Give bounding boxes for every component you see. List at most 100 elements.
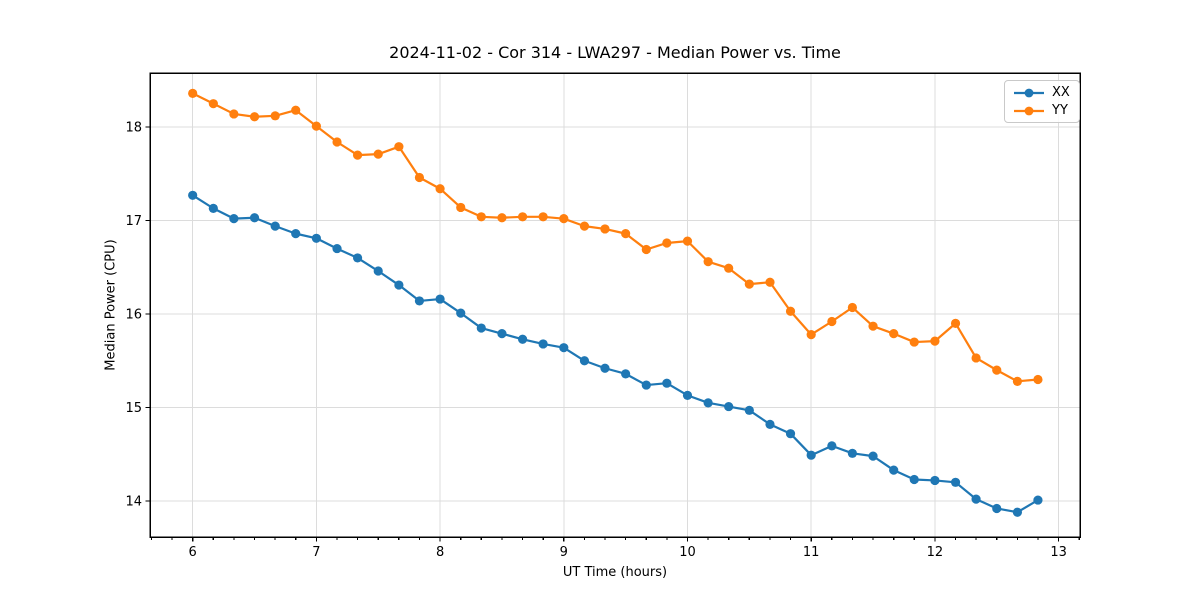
data-point	[414, 172, 425, 183]
data-point	[600, 363, 610, 373]
data-point	[1012, 507, 1023, 517]
grid	[150, 73, 1080, 537]
data-point	[950, 318, 961, 328]
data-point	[847, 302, 857, 313]
series-line	[192, 194, 1039, 514]
data-point	[744, 279, 754, 289]
data-point	[435, 294, 445, 304]
data-point	[889, 329, 899, 339]
data-point	[600, 224, 610, 234]
data-point	[188, 190, 198, 200]
data-point	[373, 149, 383, 159]
series-XX	[188, 190, 1043, 517]
data-point	[724, 401, 734, 412]
data-point	[559, 343, 569, 353]
data-point	[332, 243, 342, 254]
data-point	[682, 390, 693, 400]
data-point	[682, 236, 693, 246]
data-point	[476, 323, 486, 333]
tick-labels: 6 7 8 9 10 11 12 13 14 15 16 17 18	[125, 121, 1066, 560]
data-point	[476, 212, 486, 222]
data-point	[497, 213, 507, 223]
data-point	[517, 334, 528, 344]
legend-label-xx: XX	[1052, 85, 1070, 100]
data-point	[930, 475, 940, 486]
data-point	[868, 451, 878, 461]
legend: XX YY	[1004, 80, 1080, 123]
data-point	[621, 229, 631, 239]
data-point	[827, 316, 837, 327]
data-point	[641, 244, 651, 255]
data-point	[414, 296, 425, 306]
data-point	[971, 494, 981, 504]
data-point	[456, 308, 466, 318]
data-point	[889, 465, 899, 475]
data-point	[311, 233, 321, 243]
y-tick-label: 14	[125, 495, 142, 510]
data-point	[950, 477, 961, 487]
chart-title: 2024-11-02 - Cor 314 - LWA297 - Median P…	[389, 43, 841, 62]
data-point	[662, 238, 672, 248]
data-point	[806, 329, 816, 340]
x-tick-label: 7	[312, 545, 320, 560]
x-tick-label: 13	[1050, 545, 1067, 560]
data-point	[641, 380, 651, 390]
data-point	[1033, 374, 1043, 385]
data-point	[847, 448, 857, 458]
y-axis-label: Median Power (CPU)	[103, 239, 119, 371]
data-point	[930, 336, 940, 346]
data-point	[249, 213, 260, 223]
data-point	[497, 329, 507, 339]
data-point	[373, 266, 383, 276]
x-tick-label: 8	[436, 545, 444, 560]
plot-border	[149, 72, 1081, 538]
data-point	[827, 441, 837, 451]
data-point	[909, 474, 919, 485]
data-point	[291, 229, 301, 239]
legend-item-yy: YY	[1013, 104, 1070, 117]
data-point	[559, 214, 569, 224]
legend-item-xx: XX	[1013, 86, 1070, 99]
data-point	[208, 203, 218, 213]
data-point	[229, 214, 239, 224]
data-point	[352, 150, 363, 160]
data-point	[703, 398, 713, 408]
y-tick-label: 15	[125, 401, 142, 416]
data-point	[621, 369, 631, 379]
data-point	[188, 88, 198, 98]
y-tick-label: 17	[125, 214, 142, 229]
x-axis-label: UT Time (hours)	[562, 565, 668, 580]
x-tick-label: 6	[189, 545, 197, 560]
legend-label-yy: YY	[1052, 103, 1068, 118]
data-point	[456, 202, 466, 213]
data-point	[538, 212, 548, 222]
data-point	[992, 503, 1002, 514]
line-marker-icon	[1014, 88, 1044, 97]
data-point	[765, 419, 775, 429]
data-point	[724, 263, 734, 273]
y-tick-label: 18	[125, 121, 142, 136]
series-YY	[188, 88, 1043, 386]
data-point	[703, 257, 713, 267]
data-point	[992, 365, 1002, 375]
data-point	[765, 277, 775, 287]
data-point	[229, 109, 239, 119]
data-point	[208, 99, 218, 109]
data-point	[806, 450, 816, 460]
data-point	[249, 112, 260, 122]
data-point	[394, 142, 404, 152]
data-point	[270, 221, 280, 231]
data-point	[1033, 495, 1043, 505]
line-marker-icon	[1014, 106, 1044, 115]
data-point	[744, 405, 754, 415]
x-tick-label: 11	[803, 545, 820, 560]
data-point	[291, 105, 301, 115]
data-point	[352, 253, 363, 263]
data-point	[868, 321, 878, 331]
data-point	[1012, 376, 1023, 386]
data-point	[971, 353, 981, 363]
data-point	[311, 121, 321, 131]
data-point	[579, 221, 590, 231]
